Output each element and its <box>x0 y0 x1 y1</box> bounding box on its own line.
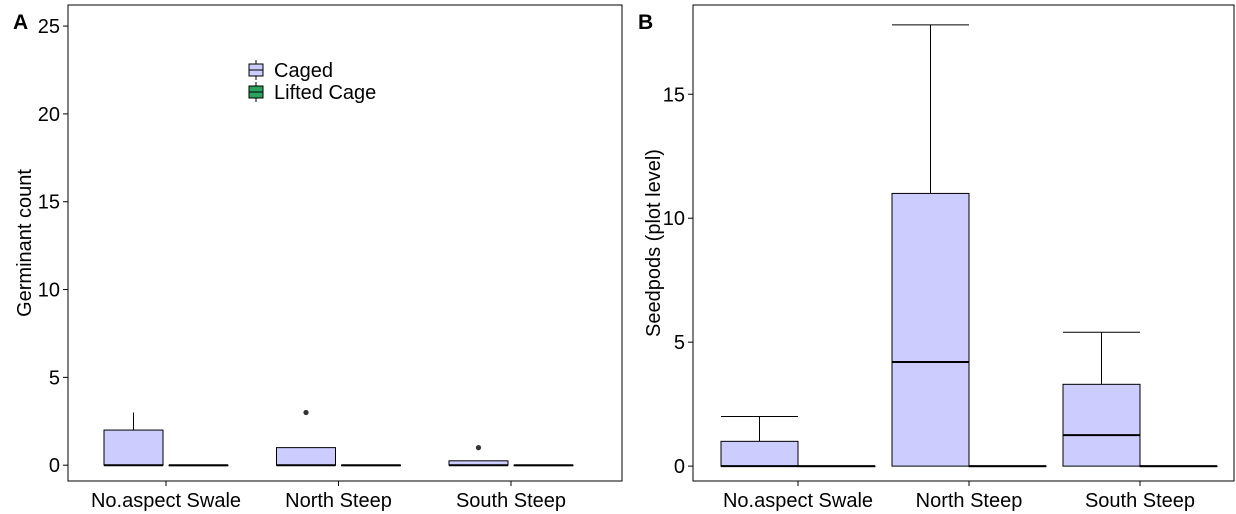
outlier-point <box>303 409 309 416</box>
box-lifted-cage <box>168 464 229 467</box>
y-tick-label: 0 <box>49 455 60 477</box>
x-tick-label: South Steep <box>456 490 566 512</box>
box-lifted-cage <box>968 465 1047 468</box>
y-axis-label: Germinant count <box>14 169 36 317</box>
y-tick-label: 15 <box>663 84 685 106</box>
chart-panel-a: A 0 5 10 15 20 25 Germinant count No.aspect Swal… <box>13 4 623 512</box>
y-tick-label: 0 <box>674 456 685 478</box>
y-tick-label: 15 <box>38 192 60 214</box>
box-caged <box>1062 331 1141 467</box>
x-tick-label: North Steep <box>916 490 1023 512</box>
y-tick-label: 5 <box>49 367 60 389</box>
box-body <box>276 447 336 466</box>
y-tick-label: 10 <box>663 208 685 230</box>
box-lifted-cage <box>341 464 401 467</box>
x-tick-label: South Steep <box>1085 490 1195 512</box>
legend-item-lifted-cage: Lifted Cage <box>248 82 376 104</box>
box-caged <box>891 24 970 467</box>
box-lifted-cage <box>1139 465 1218 468</box>
y-tick-label: 10 <box>38 280 60 302</box>
x-tick-label: No.aspect Swale <box>723 490 873 512</box>
box-body <box>103 429 164 466</box>
x-tick-label: No.aspect Swale <box>91 490 241 512</box>
plot-frame <box>67 4 623 482</box>
box-lifted-cage <box>797 465 876 468</box>
legend-label: Caged <box>274 60 333 82</box>
legend-item-caged: Caged <box>248 60 333 82</box>
plot-frame <box>692 4 1235 482</box>
y-tick-label: 25 <box>38 16 60 38</box>
box-body <box>720 440 799 467</box>
box-body <box>891 192 970 467</box>
box-caged <box>276 409 336 467</box>
x-tick-label: North Steep <box>285 490 392 512</box>
box-caged <box>103 412 164 467</box>
box-caged <box>448 445 509 467</box>
y-tick-label: 20 <box>38 104 60 126</box>
box-body <box>1062 383 1141 467</box>
outlier-point <box>475 445 482 451</box>
y-axis-label: Seedpods (plot level) <box>643 149 665 337</box>
box-caged <box>720 416 799 468</box>
chart-panel-b: B 0 5 10 15 Seedpods (plot level) No.aspect Sw… <box>638 4 1235 512</box>
panel-label: B <box>638 11 653 34</box>
y-tick-label: 5 <box>674 332 685 354</box>
panel-label: A <box>13 11 28 34</box>
box-lifted-cage <box>513 464 574 467</box>
legend-label: Lifted Cage <box>274 82 376 104</box>
